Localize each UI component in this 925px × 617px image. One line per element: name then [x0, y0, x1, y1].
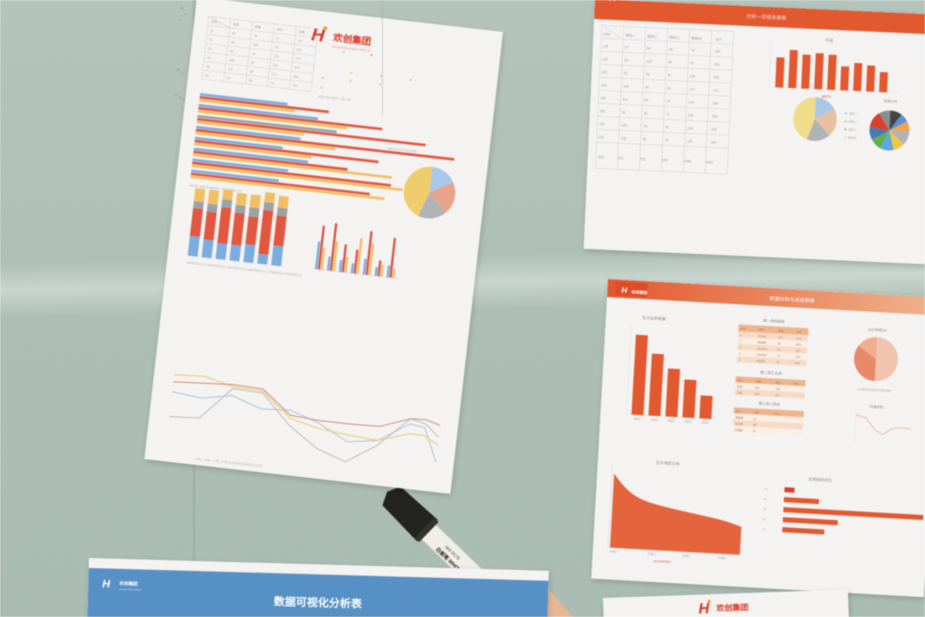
svg-text:128: 128 [274, 54, 280, 59]
svg-text:182: 182 [292, 83, 298, 88]
svg-text:573: 573 [294, 66, 300, 71]
svg-text:H: H [102, 578, 111, 590]
svg-text:231: 231 [297, 39, 303, 44]
svg-text:108: 108 [253, 43, 259, 48]
svg-text:欢创集团: 欢创集团 [715, 602, 748, 613]
svg-text:112: 112 [228, 67, 234, 72]
svg-text:序号: 序号 [211, 19, 218, 25]
svg-text:663: 663 [293, 74, 299, 79]
svg-text:473: 473 [295, 57, 301, 62]
svg-text:584: 584 [296, 48, 302, 53]
svg-text:108: 108 [229, 58, 235, 63]
svg-text:金额: 金额 [298, 29, 305, 35]
svg-text:128: 128 [273, 63, 279, 68]
svg-text:数量: 数量 [255, 24, 262, 30]
svg-text:名称: 名称 [233, 21, 240, 27]
svg-text:单价: 单价 [277, 26, 284, 32]
svg-text:142: 142 [272, 72, 278, 77]
